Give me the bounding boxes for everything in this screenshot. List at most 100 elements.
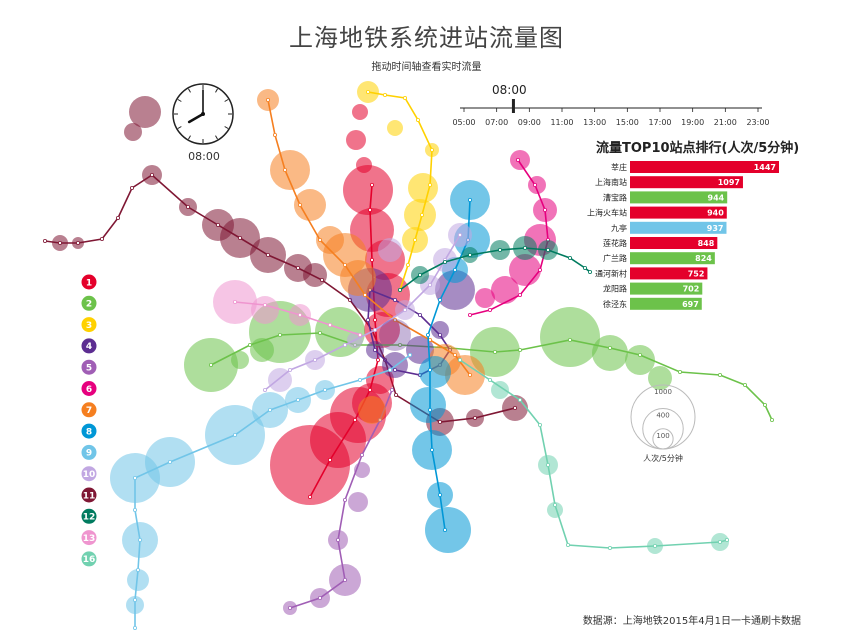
- station-dot: [678, 370, 681, 373]
- timeline-handle[interactable]: [512, 99, 515, 113]
- station-dot: [416, 118, 419, 121]
- station-dot: [233, 433, 236, 436]
- station-dot: [428, 408, 431, 411]
- station-dot: [288, 368, 291, 371]
- bar-category-label: 莘庄: [611, 162, 627, 172]
- station-dot: [473, 416, 476, 419]
- station-dot: [568, 338, 571, 341]
- timeline-tick-label: 23:00: [746, 118, 769, 127]
- station-bubble: [358, 396, 386, 424]
- station-dot: [366, 318, 369, 321]
- station-dot: [453, 268, 456, 271]
- station-bubble: [315, 307, 365, 357]
- station-bubble: [352, 104, 368, 120]
- station-dot: [268, 408, 271, 411]
- timeline-tick-label: 07:00: [485, 118, 508, 127]
- station-dot: [318, 331, 321, 334]
- bar-value-label: 752: [688, 269, 705, 278]
- station-dot: [553, 503, 556, 506]
- station-dot: [438, 333, 441, 336]
- station-dot: [370, 258, 373, 261]
- station-dot: [533, 183, 536, 186]
- station-dot: [296, 398, 299, 401]
- legend-label-line-11: 11: [83, 491, 96, 501]
- station-dot: [638, 353, 641, 356]
- station-dot: [383, 93, 386, 96]
- station-dot: [518, 293, 521, 296]
- station-dot: [743, 383, 746, 386]
- station-dot: [150, 173, 153, 176]
- station-dot: [100, 237, 103, 240]
- station-dot: [288, 606, 291, 609]
- station-dot: [318, 238, 321, 241]
- station-dot: [420, 213, 423, 216]
- station-dot: [336, 538, 339, 541]
- station-dot: [358, 378, 361, 381]
- size-legend-value: 1000: [654, 388, 672, 396]
- legend-label-line-16: 16: [83, 555, 96, 565]
- timeline-tick-label: 15:00: [616, 118, 639, 127]
- station-dot: [468, 198, 471, 201]
- station-bubble: [491, 276, 519, 304]
- station-dot: [233, 300, 236, 303]
- station-dot: [209, 363, 212, 366]
- station-dot: [308, 495, 311, 498]
- bar-category-label: 漕宝路: [603, 192, 627, 202]
- bar-value-label: 697: [682, 300, 699, 309]
- timeline-tick-label: 11:00: [550, 118, 573, 127]
- station-dot: [718, 373, 721, 376]
- station-dot: [278, 333, 281, 336]
- timeline-tick-label: 21:00: [714, 118, 737, 127]
- station-dot: [488, 308, 491, 311]
- bar-value-label: 937: [707, 224, 724, 233]
- station-dot: [273, 133, 276, 136]
- station-dot: [298, 203, 301, 206]
- station-dot: [323, 388, 326, 391]
- station-dot: [43, 239, 46, 242]
- station-dot: [298, 313, 301, 316]
- station-dot: [368, 388, 371, 391]
- timeline-current-label: 08:00: [492, 83, 527, 97]
- legend-label-line-8: 8: [86, 427, 92, 437]
- bar-value-label: 824: [695, 254, 712, 263]
- bar-value-label: 944: [708, 193, 725, 202]
- station-dot: [138, 538, 141, 541]
- legend-label-line-9: 9: [86, 449, 92, 459]
- bar-value-label: 940: [707, 209, 724, 218]
- station-dot: [266, 253, 269, 256]
- station-dot: [403, 96, 406, 99]
- station-bubble: [348, 492, 368, 512]
- bar-category-label: 上海南站: [595, 177, 627, 187]
- station-dot: [546, 248, 549, 251]
- station-dot: [430, 148, 433, 151]
- legend-label-line-10: 10: [83, 470, 96, 480]
- station-dot: [130, 186, 133, 189]
- station-dot: [296, 266, 299, 269]
- station-dot: [266, 98, 269, 101]
- station-dot: [186, 205, 189, 208]
- station-dot: [566, 543, 569, 546]
- station-bubble: [540, 307, 600, 367]
- station-bubble: [419, 356, 451, 388]
- station-dot: [516, 158, 519, 161]
- station-dot: [133, 626, 136, 629]
- top10-bar-chart: 莘庄 1447上海南站 1097漕宝路 944上海火车站 940九亭 937莲花路 848广…: [587, 161, 779, 310]
- station-dot: [725, 538, 728, 541]
- station-dot: [403, 308, 406, 311]
- station-dot: [393, 368, 396, 371]
- timeline-slider: 05:00 07:00 09:00 11:00 13:00 15:00 17:00 19:00…: [452, 99, 769, 127]
- legend-label-line-7: 7: [86, 406, 92, 416]
- bar-value-label: 848: [698, 239, 715, 248]
- legend-label-line-1: 1: [86, 278, 92, 288]
- station-dot: [458, 233, 461, 236]
- station-dot: [408, 353, 411, 356]
- station-dot: [543, 208, 546, 211]
- station-dot: [438, 493, 441, 496]
- analog-clock: [173, 84, 233, 144]
- station-dot: [394, 393, 397, 396]
- bar-category-label: 广兰路: [603, 253, 627, 263]
- station-dot: [428, 283, 431, 286]
- bar-value-label: 702: [683, 285, 700, 294]
